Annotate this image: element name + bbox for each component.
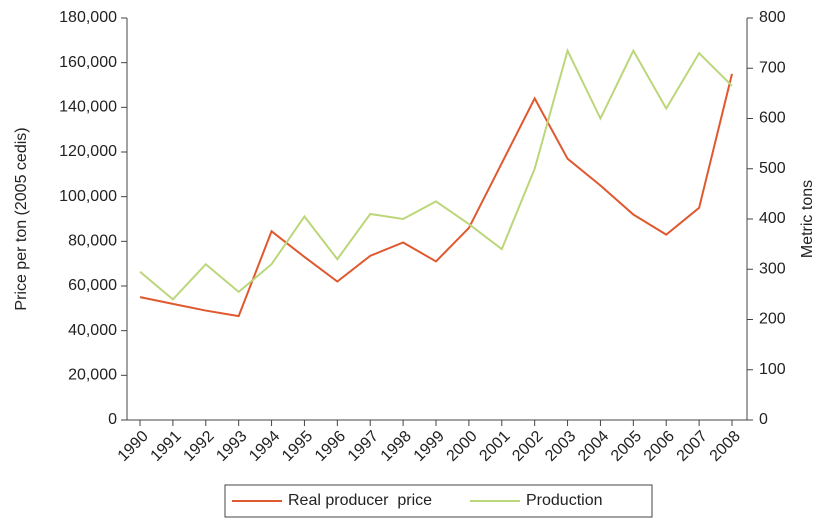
series-line bbox=[139, 47, 733, 301]
y-tick-label: 40,000 bbox=[68, 322, 117, 339]
y2-tick-label: 500 bbox=[759, 160, 786, 177]
y-tick-label: 120,000 bbox=[59, 143, 117, 160]
y-tick-label: 60,000 bbox=[68, 277, 117, 294]
legend-label: Production bbox=[526, 492, 603, 509]
x-tick-label: 1992 bbox=[180, 428, 217, 465]
x-tick-label: 1997 bbox=[345, 428, 382, 465]
x-tick-label: 1991 bbox=[148, 428, 185, 465]
x-tick-label: 1994 bbox=[246, 428, 283, 465]
x-tick-label: 2003 bbox=[542, 428, 579, 465]
y-tick-label: 0 bbox=[108, 411, 117, 428]
y2-tick-label: 700 bbox=[759, 59, 786, 76]
y2-tick-label: 100 bbox=[759, 361, 786, 378]
series-line bbox=[139, 73, 733, 318]
x-tick-label: 2008 bbox=[707, 428, 744, 465]
x-tick-label: 2004 bbox=[575, 428, 612, 465]
y-tick-label: 20,000 bbox=[68, 367, 117, 384]
y2-tick-label: 600 bbox=[759, 110, 786, 127]
x-tick-label: 1993 bbox=[213, 428, 250, 465]
x-tick-label: 2002 bbox=[509, 428, 546, 465]
y2-tick-label: 200 bbox=[759, 311, 786, 328]
y2-tick-label: 800 bbox=[759, 9, 786, 26]
x-tick-label: 1998 bbox=[378, 428, 415, 465]
y-tick-label: 160,000 bbox=[59, 54, 117, 71]
x-tick-label: 2005 bbox=[608, 428, 645, 465]
y-tick-label: 80,000 bbox=[68, 233, 117, 250]
y2-tick-label: 300 bbox=[759, 260, 786, 277]
legend-label: Real producer price bbox=[288, 492, 432, 509]
y-tick-label: 140,000 bbox=[59, 99, 117, 116]
x-tick-label: 2001 bbox=[476, 428, 513, 465]
x-tick-label: 1995 bbox=[279, 428, 316, 465]
x-tick-label: 2000 bbox=[444, 428, 481, 465]
x-tick-label: 2007 bbox=[674, 428, 711, 465]
y-axis-label: Price per ton (2005 cedis) bbox=[13, 127, 30, 310]
legend-box bbox=[224, 484, 653, 518]
x-tick-label: 1999 bbox=[411, 428, 448, 465]
x-tick-label: 1996 bbox=[312, 428, 349, 465]
y2-axis-label: Metric tons bbox=[799, 180, 816, 258]
x-tick-label: 1990 bbox=[115, 428, 152, 465]
x-tick-label: 2006 bbox=[641, 428, 678, 465]
y2-tick-label: 0 bbox=[759, 411, 768, 428]
y2-tick-label: 400 bbox=[759, 210, 786, 227]
y-tick-label: 100,000 bbox=[59, 188, 117, 205]
y-tick-label: 180,000 bbox=[59, 9, 117, 26]
